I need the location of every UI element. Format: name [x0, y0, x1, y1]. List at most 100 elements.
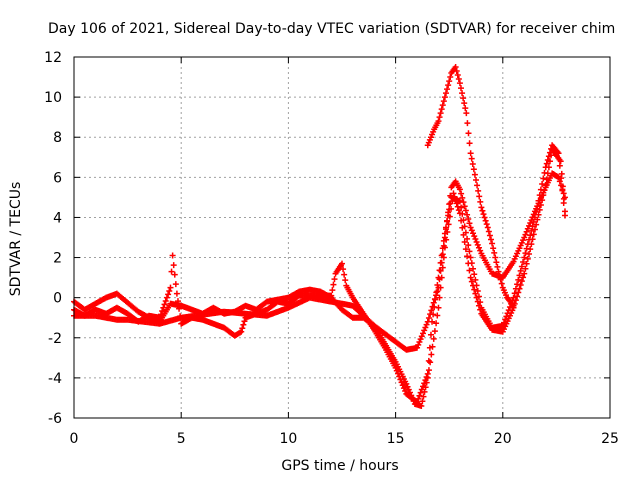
data-point: [454, 203, 461, 210]
data-point: [492, 254, 499, 261]
data-point: [452, 197, 459, 204]
tick-labels: 0 5 10 15 20 25 -6 -4 -2 0 2 4 6 8 10 12: [44, 50, 619, 447]
data-point: [173, 290, 180, 297]
x-axis-label: GPS time / hours: [281, 458, 398, 474]
data-point: [463, 110, 470, 117]
data-point: [422, 384, 429, 391]
data-point: [454, 72, 461, 79]
data-point: [556, 178, 563, 185]
data-point: [418, 333, 425, 340]
data-point: [421, 327, 428, 334]
data-point: [542, 182, 549, 189]
data-point: [421, 388, 428, 395]
y-tick-label: -6: [48, 411, 62, 427]
data-point: [447, 74, 454, 81]
data-point: [523, 228, 530, 235]
data-point: [339, 260, 345, 267]
data-point: [342, 277, 349, 284]
data-point: [498, 280, 505, 287]
data-point: [494, 263, 501, 270]
data-point: [329, 287, 336, 294]
data-point: [478, 204, 485, 211]
data-point: [424, 374, 431, 381]
data-point: [438, 274, 445, 281]
data-point: [517, 281, 524, 288]
data-point: [176, 305, 183, 312]
data-point: [528, 227, 535, 234]
data-point: [474, 241, 481, 248]
data-point: [471, 286, 478, 293]
data-point: [467, 274, 474, 281]
data-point: [468, 155, 475, 162]
data-point: [427, 359, 434, 366]
data-point: [459, 194, 466, 201]
data-point: [482, 217, 489, 224]
data-point: [540, 175, 547, 182]
data-point: [328, 292, 335, 299]
data-point: [456, 186, 463, 193]
x-tick-label: 20: [494, 431, 512, 447]
data-point: [488, 236, 495, 243]
x-tick-label: 0: [70, 431, 79, 447]
data-point: [470, 166, 477, 173]
data-point: [479, 207, 486, 214]
data-point: [518, 278, 525, 285]
data-point: [434, 288, 441, 295]
data-point: [475, 187, 482, 194]
y-tick-label: 0: [53, 291, 62, 307]
data-point: [466, 220, 473, 227]
data-point: [408, 392, 415, 399]
data-point: [440, 254, 447, 261]
data-point: [399, 382, 406, 389]
data-point: [514, 293, 521, 300]
data-point: [442, 90, 449, 97]
data-point: [239, 325, 246, 332]
data-point: [440, 98, 447, 105]
data-point: [444, 229, 451, 236]
data-point: [330, 281, 337, 288]
data-point: [448, 205, 455, 212]
data-point: [439, 102, 446, 109]
data-layer: [71, 64, 568, 409]
data-point: [442, 224, 449, 231]
data-point: [341, 271, 348, 278]
data-point: [529, 236, 536, 243]
data-point: [495, 268, 502, 275]
chart-title: Day 106 of 2021, Sidereal Day-to-day VTE…: [48, 21, 615, 37]
data-point: [437, 284, 444, 291]
data-point: [471, 171, 478, 178]
data-point: [511, 300, 518, 307]
x-tick-label: 15: [387, 431, 405, 447]
data-point: [527, 246, 534, 253]
data-point: [530, 231, 537, 238]
data-point: [449, 198, 456, 205]
y-tick-label: 8: [53, 130, 62, 146]
data-point: [489, 240, 496, 247]
data-point: [515, 276, 522, 283]
data-point: [465, 216, 472, 223]
data-point: [462, 246, 469, 253]
data-point: [441, 244, 448, 251]
data-point: [475, 244, 482, 251]
data-point: [460, 231, 467, 238]
data-point: [416, 392, 423, 399]
data-point: [452, 64, 459, 71]
x-tick-label: 25: [601, 431, 619, 447]
data-point: [527, 232, 534, 239]
data-point: [465, 130, 472, 137]
data-point: [167, 284, 174, 291]
data-point: [471, 271, 478, 278]
data-point: [409, 395, 416, 402]
data-point: [527, 220, 534, 227]
data-point: [472, 276, 479, 283]
data-point: [462, 207, 469, 214]
data-point: [537, 201, 544, 208]
data-point: [436, 267, 443, 274]
data-point: [166, 287, 173, 294]
data-point: [496, 272, 503, 279]
data-point: [534, 216, 541, 223]
data-point: [165, 291, 172, 298]
data-point: [445, 82, 452, 89]
data-point: [331, 276, 338, 283]
data-point: [458, 190, 465, 197]
